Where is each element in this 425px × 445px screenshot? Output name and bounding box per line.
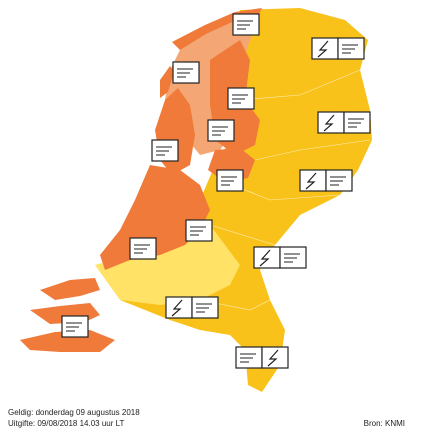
warn-wind-zeeland[interactable] [61,315,89,338]
wind-icon [237,20,253,30]
wind-icon [156,146,172,156]
region-zeeland-south [20,330,115,352]
region-light-yellow [95,225,240,305]
warn-wind-west-holland[interactable] [151,139,179,162]
wind-icon [348,118,364,128]
weather-warning-map [20,8,372,392]
wind-icon [66,322,82,332]
warn-gelderland[interactable] [253,246,307,269]
wind-icon [134,244,150,254]
warn-wind-ijsselmeer[interactable] [227,87,255,110]
source-text: Bron: KNMI [363,419,405,428]
lightning-icon [267,349,279,367]
region-zuid-holland [100,165,210,270]
lightning-icon [259,249,271,267]
wind-icon [330,176,346,186]
wind-icon [232,94,248,104]
wind-icon [342,44,358,54]
warn-wind-friesland-coast[interactable] [232,13,260,36]
warn-limburg[interactable] [235,346,289,369]
warn-wind-texel[interactable] [172,61,200,84]
issued-text: Uitgifte: 09/08/2018 14.03 uur LT [8,419,125,428]
warn-groningen[interactable] [311,37,365,60]
warn-noord-brabant[interactable] [165,296,219,319]
lightning-icon [317,40,329,58]
lightning-icon [323,114,335,132]
lightning-icon [305,172,317,190]
region-texel [160,66,174,98]
warn-drenthe[interactable] [317,111,371,134]
wind-icon [190,226,206,236]
wind-icon [196,303,212,313]
warn-wind-zuid-holland[interactable] [129,237,157,260]
region-zeeland-north [40,278,100,300]
warn-overijssel[interactable] [299,169,353,192]
warn-wind-flevoland[interactable] [216,169,244,192]
wind-icon [221,176,237,186]
warn-wind-noord-holland[interactable] [207,119,235,142]
wind-icon [212,126,228,136]
wind-icon [284,253,300,263]
warn-wind-utrecht[interactable] [185,219,213,242]
validity-text: Geldig: donderdag 09 augustus 2018 [8,408,140,417]
lightning-icon [171,299,183,317]
wind-icon [177,68,193,78]
wind-icon [240,353,256,363]
